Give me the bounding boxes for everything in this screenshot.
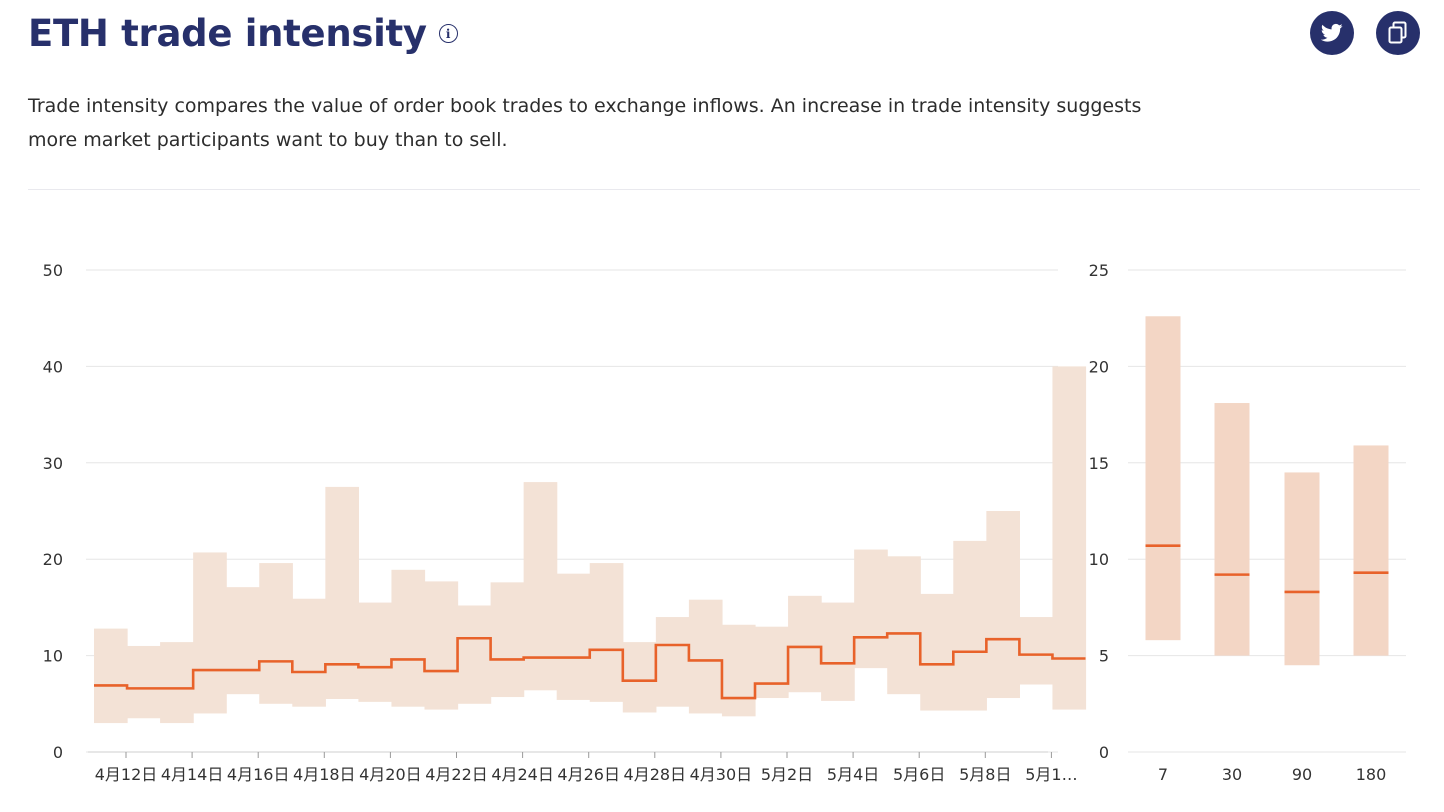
x-tick-label: 4月20日 [359, 765, 422, 784]
copy-icon [1388, 21, 1407, 44]
x-tick-label: 4月12日 [95, 765, 158, 784]
y-tick-label: 50 [43, 261, 63, 280]
band-segment [94, 628, 128, 724]
x-tick-label: 4月14日 [161, 765, 224, 784]
band-segment [589, 563, 624, 702]
x-tick-label: 4月26日 [557, 765, 620, 784]
action-buttons [1310, 11, 1420, 55]
band-segment [556, 573, 591, 700]
band-segment [721, 624, 756, 717]
y-tick-label: 20 [43, 550, 63, 569]
band-segment [358, 602, 393, 702]
band-segment [457, 605, 492, 704]
twitter-icon [1321, 23, 1343, 42]
x-tick-label: 4月28日 [624, 765, 687, 784]
band-segment [1052, 366, 1087, 710]
band-segment [1019, 617, 1054, 685]
copy-button[interactable] [1376, 11, 1420, 55]
band-segment [655, 617, 690, 707]
band-segment [821, 602, 855, 701]
band-segment [920, 593, 954, 711]
band-segment [986, 511, 1020, 699]
y-tick-label: 0 [53, 743, 63, 762]
band-segment [226, 587, 260, 695]
y-tick-label: 30 [43, 454, 63, 473]
band-segment [193, 552, 227, 714]
y-tick-label: 40 [43, 357, 63, 376]
band-segment [755, 626, 789, 699]
x-tick-label: 5月6日 [893, 765, 945, 784]
page-title: ETH trade intensity [28, 12, 427, 55]
band-segment [160, 642, 194, 724]
band-segment [523, 482, 558, 691]
y-tick-label: 10 [43, 647, 63, 666]
band-segment [953, 540, 987, 711]
median-line [94, 632, 1086, 700]
x-tick-label: 5月4日 [827, 765, 879, 784]
x-tick-label: 5月8日 [959, 765, 1011, 784]
band-segment [292, 598, 326, 707]
x-tick-label: 4月22日 [425, 765, 488, 784]
x-tick-label: 4月16日 [227, 765, 290, 784]
x-tick-label: 4月30日 [690, 765, 753, 784]
divider [28, 189, 1420, 190]
band-segment [391, 569, 426, 707]
band-segment [788, 595, 822, 693]
band-segment [622, 642, 657, 713]
twitter-share-button[interactable] [1310, 11, 1354, 55]
info-icon[interactable]: i [438, 24, 458, 43]
title-row: ETH trade intensity i [28, 12, 458, 55]
x-tick-label: 4月18日 [293, 765, 356, 784]
band-segment [127, 645, 161, 719]
chart-description: Trade intensity compares the value of or… [28, 95, 1142, 151]
band-segment [325, 486, 359, 699]
band-segment [490, 582, 525, 698]
band-segment [259, 563, 293, 704]
x-tick-label: 5月2日 [761, 765, 813, 784]
band-segment [424, 581, 459, 710]
x-tick-label: 4月24日 [491, 765, 554, 784]
band-segment [688, 599, 723, 714]
x-tick-label: 5月1… [1025, 765, 1077, 784]
band-segment [854, 549, 888, 669]
band-segment [887, 556, 921, 695]
